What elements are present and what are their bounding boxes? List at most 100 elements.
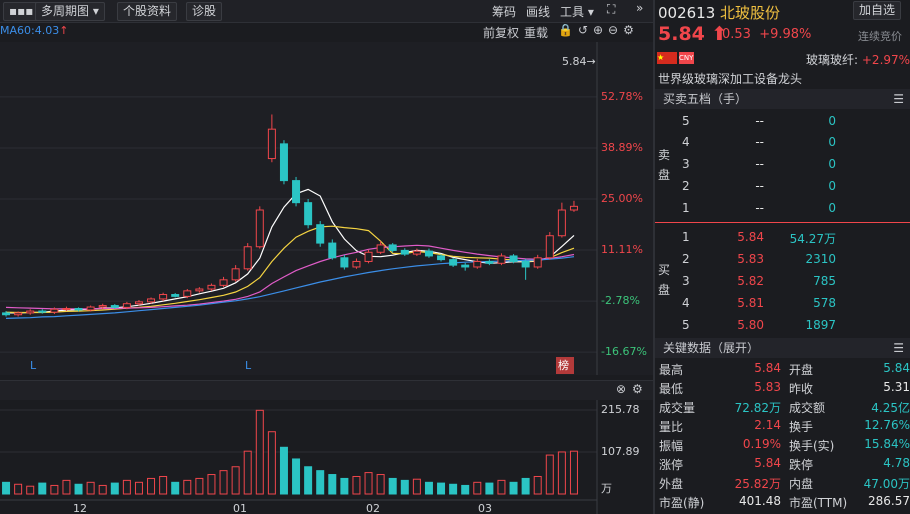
- volume-bar: [292, 458, 301, 495]
- volume-bar: [400, 479, 409, 495]
- candle-body: [461, 264, 470, 268]
- y-tick-label: 107.89: [601, 445, 640, 458]
- candle-body: [14, 312, 23, 316]
- book-price: --: [755, 201, 764, 215]
- candle-body: [86, 306, 95, 311]
- volume-bar: [255, 409, 264, 495]
- volume-bar: [304, 466, 313, 495]
- profile-button[interactable]: 个股资料: [117, 2, 178, 21]
- book-level: 1: [682, 230, 690, 244]
- candle-body: [38, 310, 47, 313]
- key-label: 换手(实): [789, 439, 835, 453]
- key-value: 4.25亿: [871, 401, 910, 415]
- candle-body: [412, 250, 421, 255]
- candle-body: [2, 312, 11, 316]
- key-value: 5.84: [883, 361, 910, 375]
- candle-body: [207, 284, 216, 290]
- volume-bar: [195, 477, 204, 495]
- volume-bar: [328, 474, 337, 495]
- draw-button[interactable]: 画线: [526, 5, 551, 19]
- volume-bar: [219, 470, 228, 495]
- key-data-header: 关键数据（展开） ☰: [655, 338, 910, 358]
- fullscreen-icon[interactable]: ⛶: [607, 2, 616, 16]
- key-label: 最高: [659, 363, 684, 377]
- add-watchlist[interactable]: 加自选: [853, 1, 902, 20]
- book-price: --: [755, 114, 764, 128]
- x-tick-label: 03: [478, 502, 492, 514]
- book-volume: 578: [813, 296, 836, 310]
- last-price-label: 5.84→: [562, 55, 596, 68]
- volume-bar: [569, 450, 578, 495]
- y-tick-label: 52.78%: [601, 90, 643, 103]
- candle-body: [183, 290, 192, 297]
- key-value: 401.48: [739, 494, 781, 508]
- volume-bar: [147, 477, 156, 495]
- chip-button[interactable]: 筹码: [492, 5, 517, 19]
- last-price: 5.84 ⬆: [658, 23, 728, 45]
- book-level: 1: [682, 201, 690, 215]
- book-separator: [655, 222, 910, 223]
- candle-body: [231, 268, 240, 281]
- volume-bar: [497, 479, 506, 495]
- book-price: --: [755, 179, 764, 193]
- volume-bar: [279, 446, 288, 495]
- book-volume: 2310: [805, 252, 836, 266]
- book-level: 5: [682, 114, 690, 128]
- diagnose-button[interactable]: 诊股: [186, 2, 223, 21]
- book-price: 5.82: [737, 274, 764, 288]
- volume-bar: [50, 484, 59, 495]
- book-volume: 0: [828, 157, 836, 171]
- sell-label: 卖盘: [658, 148, 671, 182]
- candle-body: [255, 209, 264, 248]
- candle-body: [159, 294, 168, 300]
- cny-icon: CNY: [679, 52, 694, 64]
- candle-body: [98, 305, 107, 308]
- book-price: --: [755, 157, 764, 171]
- ma-line: [5, 244, 575, 310]
- volume-bar: [485, 482, 494, 495]
- volume-icons[interactable]: ⊗⚙: [616, 382, 649, 396]
- adjust-button[interactable]: 前复权: [483, 26, 520, 40]
- book-level: 4: [682, 296, 690, 310]
- chart-icons[interactable]: 🔒↺⊕⊖⚙: [558, 23, 639, 37]
- candle-body: [195, 288, 204, 292]
- volume-bar: [473, 481, 482, 495]
- book-level: 5: [682, 318, 690, 332]
- key-value: 4.78: [883, 456, 910, 470]
- candle-body: [376, 244, 385, 253]
- tools-button[interactable]: 工具 ▾: [560, 5, 594, 19]
- concept: 世界级玻璃深加工设备龙头: [658, 72, 803, 86]
- key-label: 内盘: [789, 477, 814, 491]
- period-button[interactable]: 多周期图 ▾: [35, 2, 105, 21]
- book-volume: 1897: [805, 318, 836, 332]
- volume-bar: [159, 475, 168, 495]
- y-tick-label: 25.00%: [601, 192, 643, 205]
- candle-body: [449, 259, 458, 266]
- volume-bar: [2, 481, 11, 495]
- key-label: 涨停: [659, 458, 684, 472]
- sector[interactable]: 玻璃玻纤: +2.97%: [806, 51, 910, 68]
- book-level: 3: [682, 157, 690, 171]
- volume-bar: [364, 472, 373, 495]
- divider: [653, 0, 655, 514]
- book-volume: 0: [828, 114, 836, 128]
- volume-bar: [449, 483, 458, 495]
- menu-button[interactable]: ▪▪▪: [3, 2, 40, 21]
- volume-bar: [376, 474, 385, 495]
- candle-body: [569, 205, 578, 211]
- volume-bar: [557, 451, 566, 495]
- candle-body: [521, 260, 530, 268]
- book-price: 5.84: [737, 230, 764, 244]
- sector-change: +2.97%: [861, 53, 910, 67]
- volume-bar: [533, 475, 542, 495]
- reload-button[interactable]: 重载: [524, 26, 549, 40]
- period-label: 多周期图: [41, 4, 90, 18]
- key-data-title: 关键数据（展开）: [663, 341, 760, 355]
- volume-bar: [388, 477, 397, 495]
- y-tick-label: 38.89%: [601, 141, 643, 154]
- key-value: 286.57: [868, 494, 910, 508]
- more-icon[interactable]: »: [636, 1, 644, 15]
- stock-title: 002613 北玻股份: [658, 2, 780, 23]
- flag-icon: ★: [657, 52, 677, 64]
